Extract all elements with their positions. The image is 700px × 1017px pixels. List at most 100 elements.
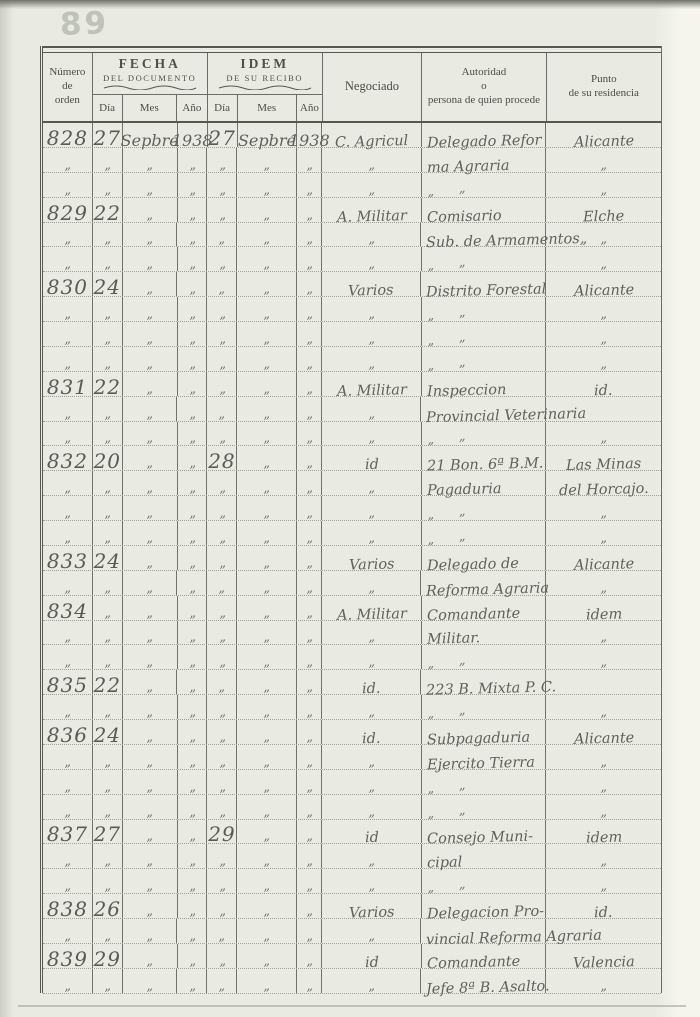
table-row: „ „ „ „ „ „ „ „ ma Agraria „	[43, 147, 661, 176]
table-cell: „	[123, 695, 178, 720]
table-cell: „	[178, 521, 208, 546]
handwritten-entry: „	[145, 331, 154, 348]
table-cell: „	[43, 521, 93, 546]
table-cell: „	[43, 147, 93, 173]
table-cell: „	[207, 919, 238, 944]
table-row: 836 24 „ „ „ „ „ id. Subpagaduria Alicante	[43, 720, 661, 748]
handwritten-entry: „	[367, 804, 376, 820]
handwritten-entry: del Horcajo.	[558, 480, 649, 500]
handwritten-entry: „	[367, 182, 376, 198]
handwritten-entry: „	[367, 704, 376, 721]
handwritten-entry: „	[63, 182, 72, 198]
handwritten-entry: „	[217, 903, 227, 920]
table-row: „ „ „ „ „ „ „ „ „ „ „	[43, 496, 661, 523]
table-cell: „	[237, 720, 298, 745]
handwritten-entry: „	[145, 729, 154, 746]
handwritten-entry: 836	[46, 722, 89, 747]
table-cell: 29	[93, 943, 123, 971]
table-cell: „	[297, 421, 323, 447]
table-cell: Sepbre	[238, 123, 298, 150]
table-cell: „	[297, 297, 323, 322]
table-cell: Comandante	[422, 943, 547, 972]
handwritten-entry: „	[217, 157, 227, 174]
handwritten-entry: id.	[594, 382, 614, 399]
handwritten-entry: „	[217, 754, 227, 771]
table-cell: „	[237, 744, 298, 770]
handwritten-entry: „	[63, 978, 72, 994]
handwritten-entry: „	[217, 679, 226, 696]
table-cell: „	[297, 819, 323, 845]
table-cell: Militar.	[422, 620, 547, 648]
handwritten-entry: Ejercito Tierra	[426, 754, 535, 774]
table-cell: „	[546, 148, 661, 173]
table-cell: Pagaduria	[422, 471, 547, 499]
handwritten-entry: „	[187, 505, 197, 522]
brace-squiggle-icon	[218, 85, 311, 91]
table-cell: „	[93, 297, 123, 322]
handwritten-entry: „	[103, 654, 112, 671]
table-cell: „	[178, 620, 208, 646]
table-cell: „	[123, 744, 178, 770]
table-cell: A. Militar	[322, 371, 422, 400]
table-cell: „	[207, 595, 238, 621]
table-cell: „	[43, 471, 93, 496]
table-cell: „	[207, 496, 238, 521]
table-cell: „	[123, 446, 178, 472]
handwritten-entry: „	[103, 530, 112, 547]
table-row: 837 27 „ „ 29 „ „ id Consejo Muni-idem	[43, 819, 661, 848]
handwritten-entry: „	[217, 306, 227, 323]
handwritten-entry: „	[103, 232, 112, 248]
table-cell: 27	[208, 123, 238, 150]
handwritten-entry: „	[599, 704, 608, 721]
table-cell: „	[237, 545, 298, 571]
header-text: Mes	[257, 101, 277, 114]
table-cell: Distrito Forestal	[421, 272, 547, 301]
handwritten-entry: „	[262, 580, 271, 596]
handwritten-entry: „	[367, 232, 376, 248]
handwritten-entry: id	[364, 457, 379, 474]
table-cell: „	[207, 297, 238, 323]
handwritten-entry: „	[217, 953, 227, 970]
table-cell: „	[322, 794, 422, 820]
handwritten-entry: „	[599, 182, 608, 198]
handwritten-entry: „	[599, 256, 608, 273]
handwritten-entry: „	[187, 356, 197, 373]
handwritten-entry: „	[217, 431, 227, 447]
table-cell: „	[297, 595, 323, 621]
table-cell: „	[178, 943, 208, 969]
table-cell: 24	[93, 720, 123, 747]
handwritten-entry: „	[187, 654, 197, 671]
table-cell: cipal	[422, 844, 547, 872]
handwritten-entry: „	[187, 679, 197, 696]
table-cell: „	[123, 496, 178, 521]
handwritten-entry: „	[262, 903, 271, 920]
handwritten-entry: Sepbre	[120, 130, 179, 150]
handwritten-entry: „	[304, 679, 314, 696]
table-cell: „	[177, 222, 208, 248]
table-row: „ „ „ „ „ „ „ „ „ „ „	[43, 794, 661, 821]
table-cell: „	[178, 147, 208, 173]
handwritten-entry: „	[103, 853, 112, 870]
handwritten-entry: „	[145, 281, 154, 298]
table-cell: „	[546, 247, 661, 273]
handwritten-entry: „	[262, 978, 271, 994]
table-cell: „	[546, 695, 661, 721]
handwritten-entry: 20	[93, 449, 122, 474]
handwritten-entry: „	[305, 182, 314, 198]
handwritten-entry: „	[217, 207, 227, 223]
table-cell: 21 Bon. 6ª B.M.	[422, 446, 547, 475]
handwritten-entry: „	[262, 331, 271, 348]
table-cell: „	[207, 396, 238, 422]
table-cell: 838	[43, 894, 93, 921]
handwritten-entry: „	[305, 157, 314, 174]
table-cell: „	[93, 844, 123, 870]
table-cell: „	[207, 521, 238, 546]
handwritten-entry: „	[367, 505, 376, 522]
handwritten-entry: „	[217, 281, 226, 298]
table-cell: „	[177, 272, 208, 297]
table-cell: „	[322, 322, 422, 347]
header-numero-de-orden: Número de orden	[43, 53, 93, 121]
handwritten-entry: „	[145, 605, 154, 621]
header-idem-title: IDEM DE SU RECIBO	[208, 53, 322, 94]
handwritten-entry: Las Minas	[565, 456, 642, 475]
